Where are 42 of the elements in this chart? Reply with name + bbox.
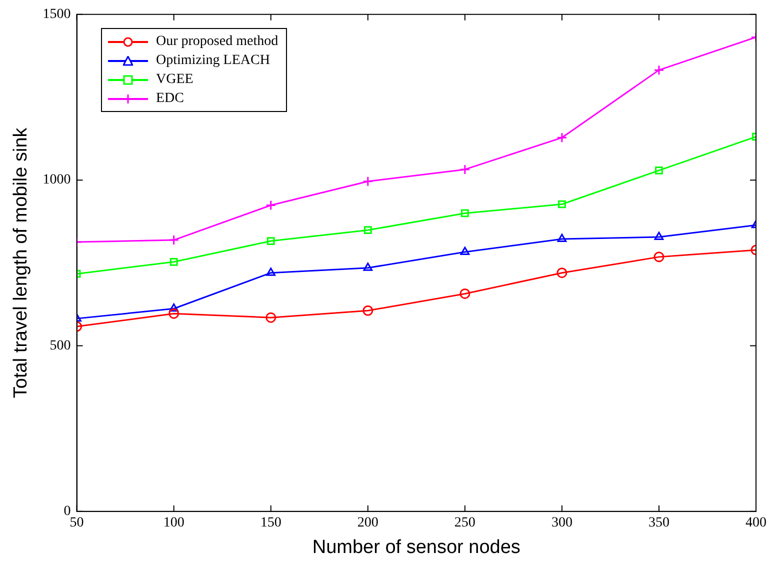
point bbox=[654, 252, 664, 262]
legend-label: Optimizing LEACH bbox=[156, 52, 270, 68]
point bbox=[363, 262, 373, 271]
point bbox=[558, 200, 566, 208]
point bbox=[557, 234, 567, 242]
point bbox=[266, 268, 276, 276]
point bbox=[362, 305, 374, 316]
point bbox=[168, 234, 180, 246]
point bbox=[168, 308, 180, 319]
point bbox=[170, 258, 178, 266]
y-tick-label: 1500 bbox=[42, 7, 71, 22]
y-axis-title: Total travel length of mobile sink bbox=[10, 127, 32, 398]
point bbox=[266, 200, 276, 210]
x-tick-label: 100 bbox=[163, 515, 184, 530]
point bbox=[460, 288, 470, 299]
y-tick-label: 500 bbox=[50, 338, 71, 354]
point bbox=[460, 164, 470, 175]
point bbox=[266, 237, 275, 245]
legend-label: EDC bbox=[156, 90, 184, 106]
point bbox=[364, 226, 372, 234]
point bbox=[362, 176, 374, 187]
point bbox=[266, 312, 276, 323]
x-tick-label: 400 bbox=[746, 515, 766, 530]
point bbox=[169, 303, 178, 312]
legend-label: VGEE bbox=[156, 72, 194, 88]
point bbox=[556, 132, 568, 143]
legend-label: Our proposed method bbox=[156, 34, 278, 50]
point bbox=[655, 166, 663, 174]
point bbox=[654, 64, 664, 76]
point bbox=[460, 209, 469, 218]
x-tick-label: 50 bbox=[70, 515, 84, 530]
x-tick-label: 250 bbox=[454, 515, 476, 530]
point bbox=[556, 268, 568, 278]
y-tick-label: 1000 bbox=[42, 172, 71, 188]
point bbox=[460, 246, 470, 255]
point bbox=[654, 232, 664, 240]
x-axis-title: Number of sensor nodes bbox=[312, 536, 520, 558]
y-tick-label: 0 bbox=[64, 504, 71, 520]
x-tick-label: 300 bbox=[551, 515, 572, 530]
x-tick-label: 350 bbox=[648, 515, 670, 530]
x-tick-label: 200 bbox=[357, 515, 378, 530]
x-tick-label: 150 bbox=[260, 515, 282, 530]
